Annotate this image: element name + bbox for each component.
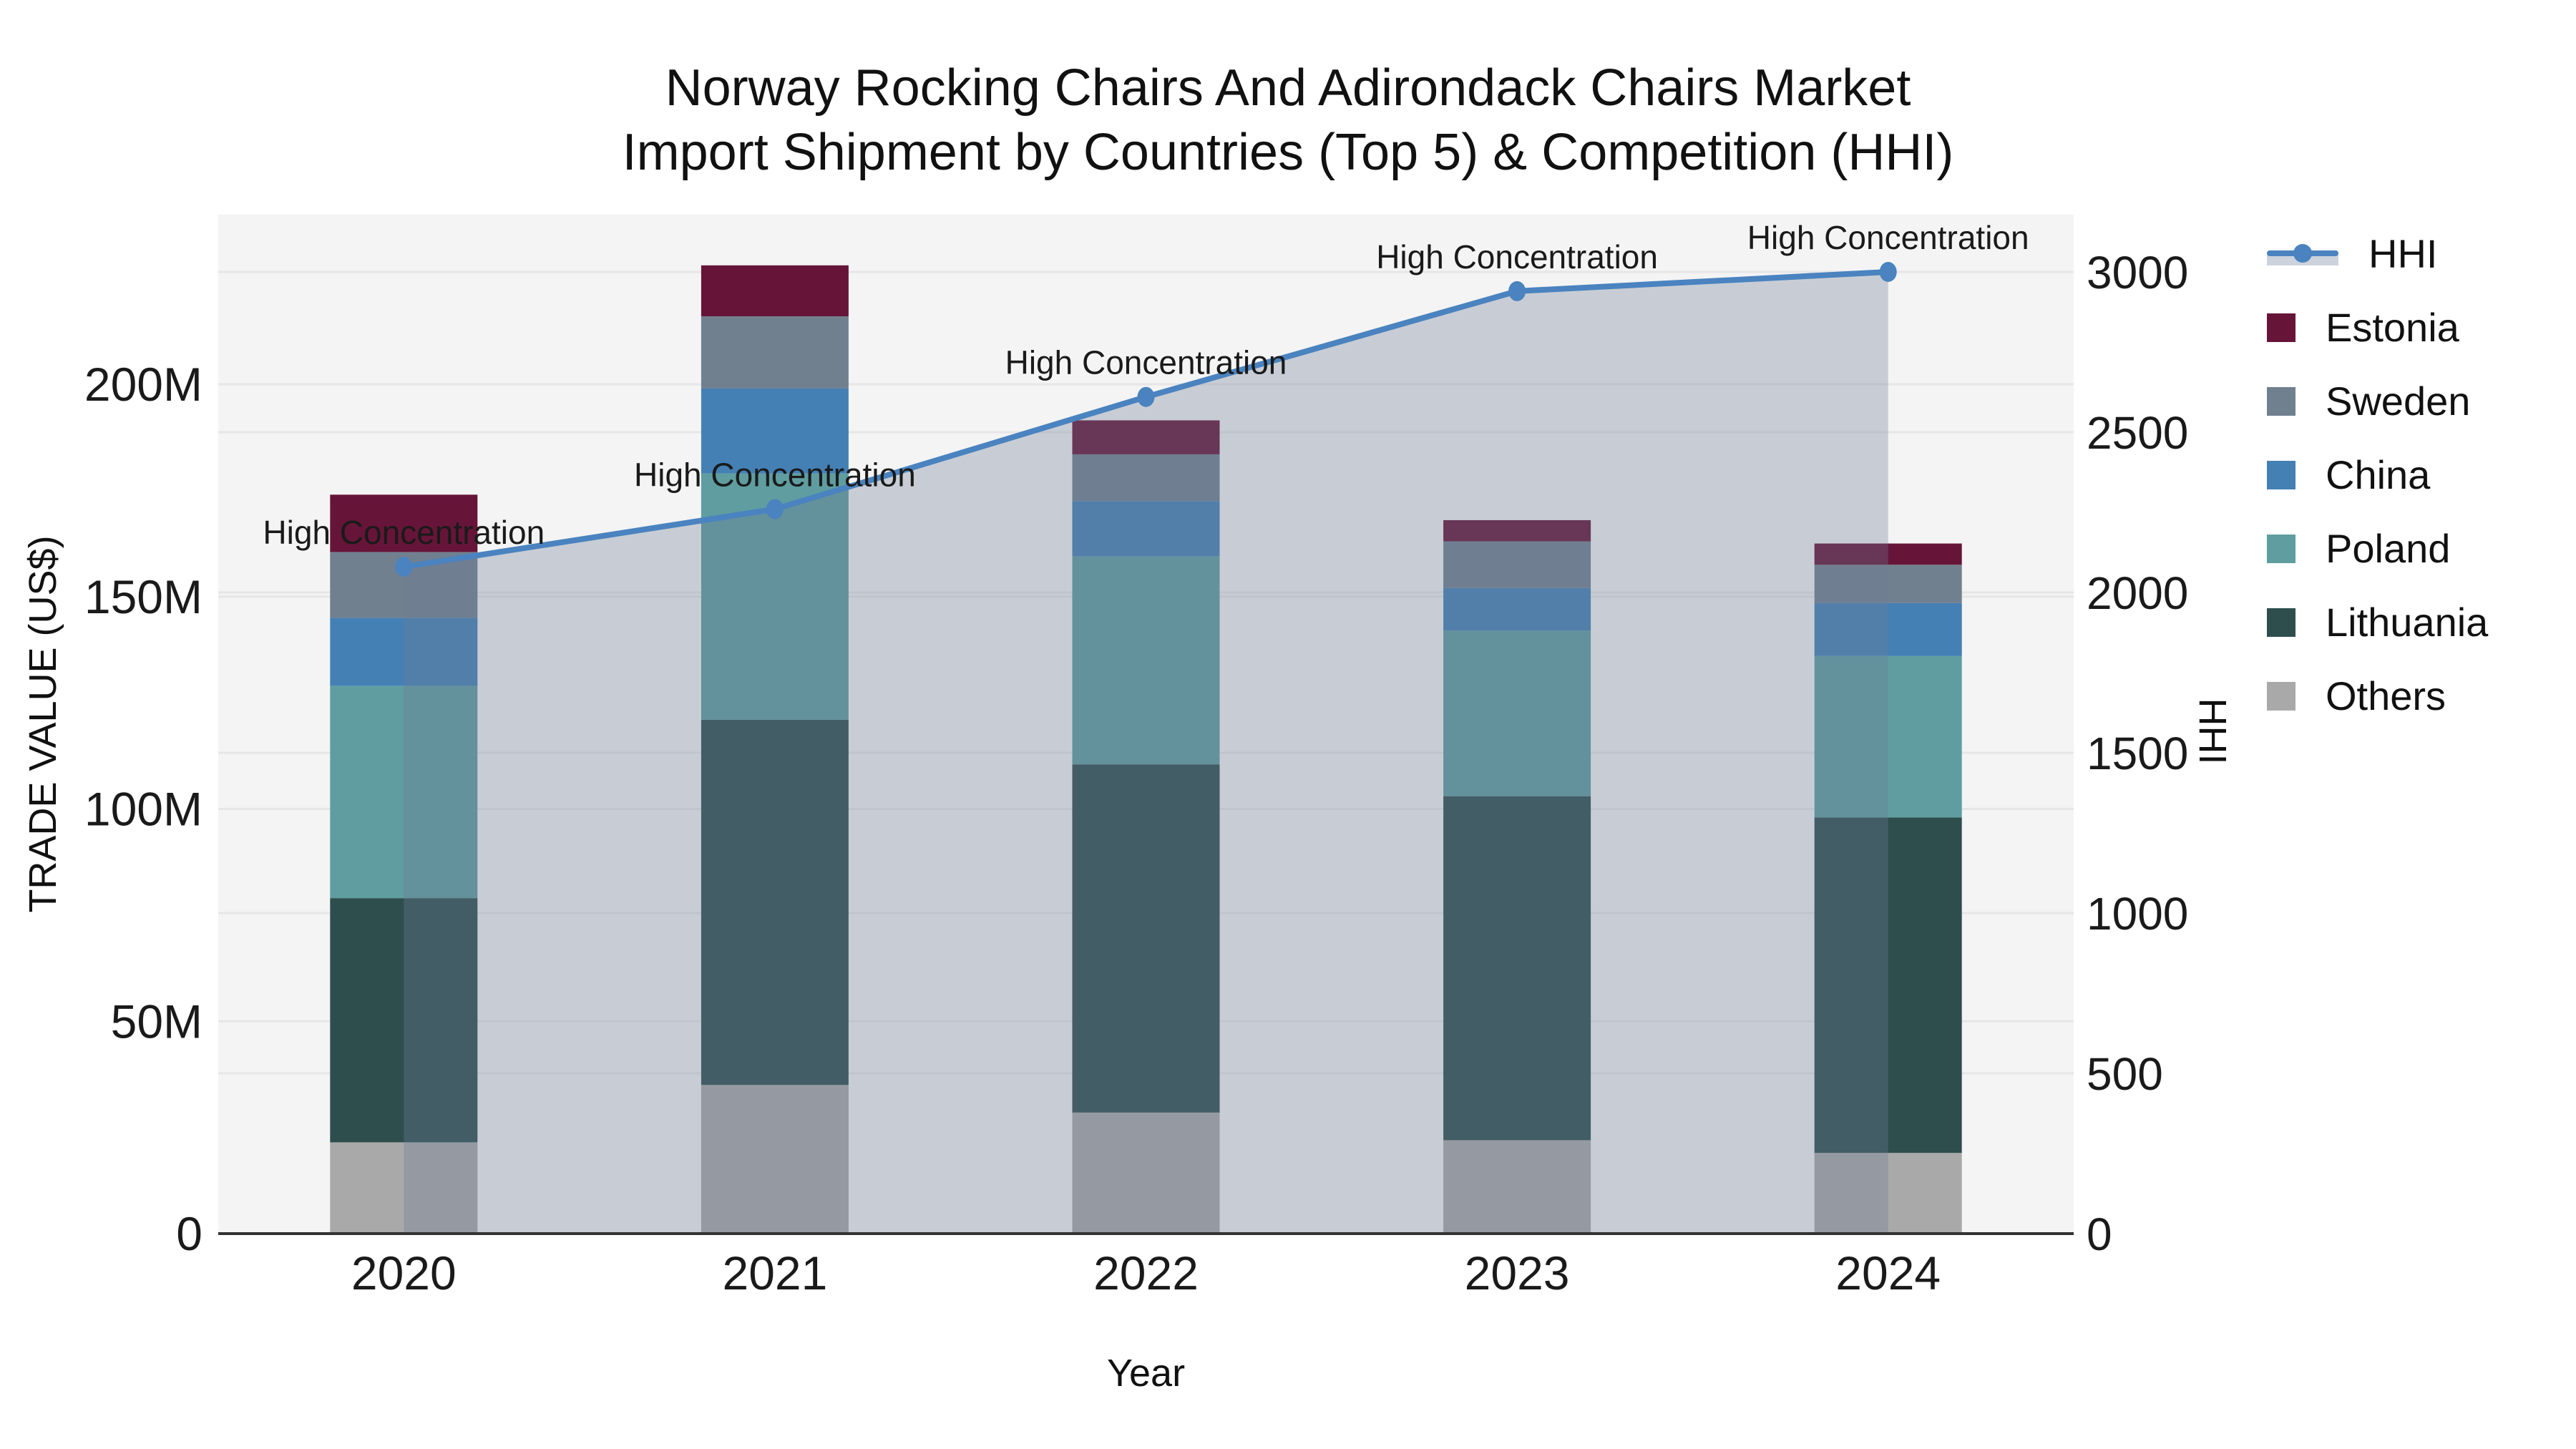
y-right-tick-2500: 2500 <box>2087 407 2188 459</box>
x-tick-2021: 2021 <box>722 1246 827 1299</box>
legend-item-sweden[interactable]: Sweden <box>2267 378 2488 424</box>
annotation-2023: High Concentration <box>1376 238 1658 275</box>
legend-label-others: Others <box>2326 673 2446 718</box>
y-axis-title-right: HHI <box>2191 698 2234 765</box>
y-right-tick-3000: 3000 <box>2087 247 2188 298</box>
x-tick-2020: 2020 <box>351 1246 457 1299</box>
legend-swatch-china <box>2267 460 2296 489</box>
bar-segment-china-2021 <box>701 388 849 474</box>
legend-label-hhi: HHI <box>2368 231 2438 276</box>
x-axis-title: Year <box>1106 1352 1186 1395</box>
bar-segment-estonia-2024 <box>1814 543 1962 565</box>
bar-segment-others-2023 <box>1443 1140 1591 1234</box>
bar-segment-estonia-2021 <box>701 265 849 317</box>
bar-segment-sweden-2022 <box>1072 454 1220 502</box>
bar-segment-sweden-2023 <box>1443 541 1591 588</box>
y-left-tick-100M: 100M <box>84 783 203 836</box>
legend-item-lithuania[interactable]: Lithuania <box>2267 599 2488 645</box>
annotation-2024: High Concentration <box>1747 219 2029 256</box>
bar-segment-sweden-2024 <box>1814 565 1962 603</box>
legend-swatch-sweden <box>2267 386 2296 416</box>
legend-label-lithuania: Lithuania <box>2326 600 2489 645</box>
y-left-tick-50M: 50M <box>111 995 203 1048</box>
bar-segment-others-2024 <box>1814 1153 1962 1234</box>
legend-item-china[interactable]: China <box>2267 452 2488 498</box>
chart-title-line1: Norway Rocking Chairs And Adirondack Cha… <box>665 59 1911 117</box>
x-tick-2024: 2024 <box>1835 1246 1941 1299</box>
bar-segment-others-2022 <box>1072 1112 1220 1234</box>
bar-segment-poland-2022 <box>1072 556 1220 765</box>
bar-segment-estonia-2020 <box>330 494 478 552</box>
bar-segment-sweden-2021 <box>701 316 849 389</box>
bar-segment-lithuania-2021 <box>701 719 849 1085</box>
legend-label-china: China <box>2326 452 2431 497</box>
bar-segment-poland-2020 <box>330 686 478 899</box>
x-tick-2023: 2023 <box>1465 1246 1570 1299</box>
bar-segment-others-2021 <box>701 1085 849 1234</box>
bar-segment-china-2022 <box>1072 501 1220 557</box>
legend-swatch-others <box>2267 681 2296 711</box>
bar-segment-china-2020 <box>330 618 478 686</box>
bar-segment-china-2023 <box>1443 587 1591 631</box>
bar-segment-china-2024 <box>1814 602 1962 656</box>
annotation-2022: High Concentration <box>1005 344 1287 381</box>
y-right-tick-0: 0 <box>2087 1209 2112 1260</box>
bar-segment-lithuania-2023 <box>1443 796 1591 1141</box>
y-right-tick-500: 500 <box>2087 1048 2163 1100</box>
legend-label-poland: Poland <box>2326 526 2451 571</box>
legend: HHI Estonia Sweden China Poland Lithuania Othe… <box>2267 230 2488 719</box>
bar-segment-poland-2024 <box>1814 655 1962 818</box>
legend-swatch-poland <box>2267 534 2296 563</box>
y-left-tick-0: 0 <box>176 1207 203 1260</box>
legend-item-estonia[interactable]: Estonia <box>2267 304 2488 351</box>
y-axis-title-left: TRADE VALUE (US$) <box>21 535 64 913</box>
bar-segment-lithuania-2020 <box>330 898 478 1143</box>
annotation-2021: High Concentration <box>634 457 916 494</box>
x-tick-2022: 2022 <box>1093 1246 1199 1299</box>
bar-segment-estonia-2023 <box>1443 519 1591 542</box>
hhi-marker-2022 <box>1137 386 1155 407</box>
bar-segment-lithuania-2024 <box>1814 817 1962 1153</box>
legend-swatch-estonia <box>2267 313 2296 342</box>
hhi-marker-2023 <box>1508 280 1526 301</box>
y-right-tick-1000: 1000 <box>2087 888 2188 940</box>
legend-hhi-line-icon <box>2267 240 2338 268</box>
bar-segment-lithuania-2022 <box>1072 764 1220 1113</box>
bar-segment-others-2020 <box>330 1142 478 1234</box>
legend-item-others[interactable]: Others <box>2267 673 2488 719</box>
legend-item-hhi[interactable]: HHI <box>2267 230 2488 277</box>
legend-label-sweden: Sweden <box>2326 379 2471 424</box>
hhi-marker-2021 <box>766 499 784 519</box>
y-left-tick-150M: 150M <box>84 570 203 623</box>
y-right-tick-2000: 2000 <box>2087 567 2188 619</box>
legend-label-estonia: Estonia <box>2326 305 2459 350</box>
chart-title-line2: Import Shipment by Countries (Top 5) & C… <box>622 124 1954 181</box>
chart-title: Norway Rocking Chairs And Adirondack Cha… <box>0 56 2576 185</box>
bar-segment-estonia-2022 <box>1072 420 1220 454</box>
bar-segment-poland-2023 <box>1443 630 1591 796</box>
legend-item-poland[interactable]: Poland <box>2267 525 2488 572</box>
annotation-2020: High Concentration <box>263 514 545 551</box>
legend-swatch-lithuania <box>2267 608 2296 637</box>
hhi-marker-2024 <box>1879 262 1897 282</box>
y-right-tick-1500: 1500 <box>2087 728 2188 779</box>
hhi-marker-2020 <box>395 557 413 577</box>
y-left-tick-200M: 200M <box>84 358 203 411</box>
